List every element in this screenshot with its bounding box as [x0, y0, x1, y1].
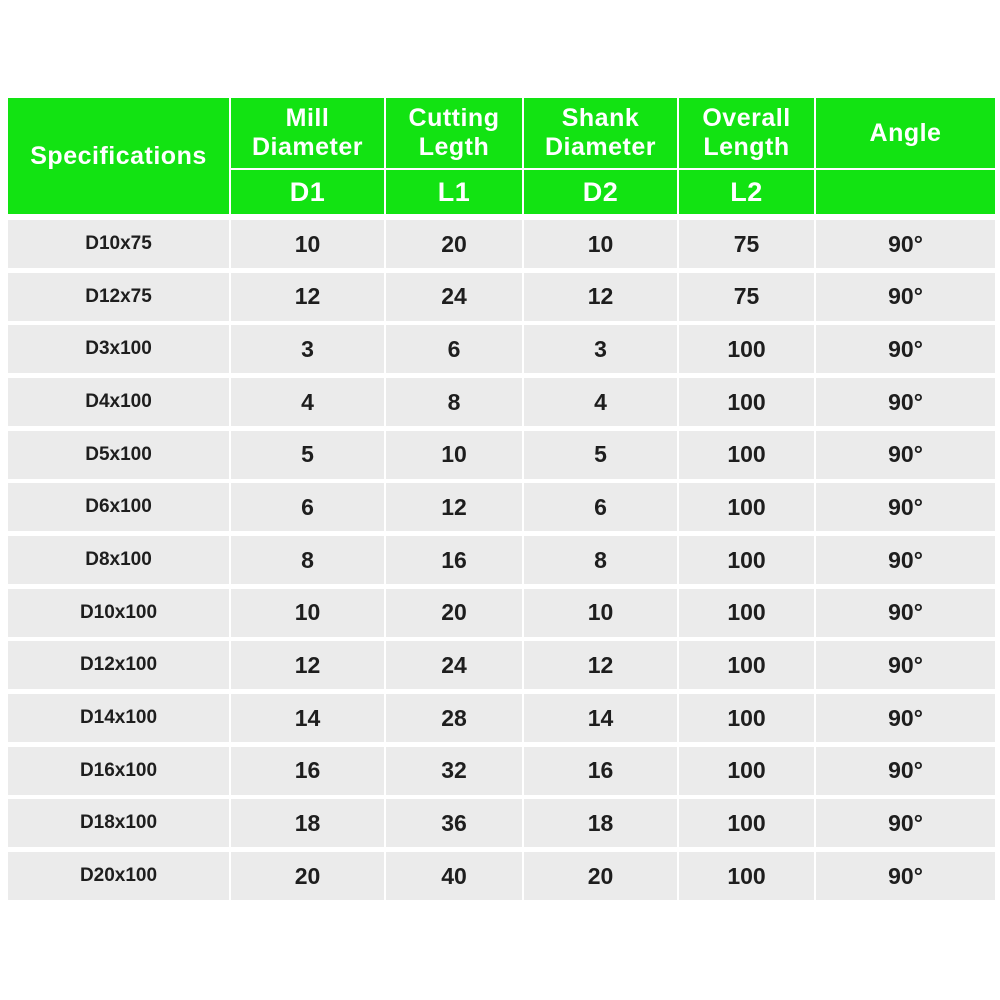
value-cell: 16: [231, 746, 384, 795]
value-cell: 100: [679, 536, 814, 584]
value-cell: 90°: [816, 799, 995, 848]
value-cell: 100: [679, 852, 814, 900]
value-cell: 75: [679, 272, 814, 321]
value-cell: 90°: [816, 641, 995, 690]
header-cell: Cutting Legth: [386, 98, 522, 168]
value-cell: 10: [524, 220, 677, 268]
value-cell: 100: [679, 483, 814, 532]
header-cell: Specifications: [8, 98, 229, 214]
spec-cell: D5x100: [8, 430, 229, 479]
spec-cell: D4x100: [8, 378, 229, 426]
value-cell: 20: [231, 852, 384, 900]
spec-cell: D3x100: [8, 325, 229, 374]
value-cell: 8: [231, 536, 384, 584]
header-cell: Angle: [816, 98, 995, 168]
value-cell: 20: [386, 220, 522, 268]
spec-cell: D12x75: [8, 272, 229, 321]
spec-cell: D14x100: [8, 694, 229, 742]
value-cell: 14: [524, 694, 677, 742]
value-cell: 100: [679, 430, 814, 479]
spec-cell: D10x75: [8, 220, 229, 268]
value-cell: 90°: [816, 483, 995, 532]
value-cell: 75: [679, 220, 814, 268]
value-cell: 24: [386, 272, 522, 321]
spec-cell: D8x100: [8, 536, 229, 584]
value-cell: 24: [386, 641, 522, 690]
value-cell: 90°: [816, 325, 995, 374]
value-cell: 12: [231, 641, 384, 690]
value-cell: 40: [386, 852, 522, 900]
spec-cell: D20x100: [8, 852, 229, 900]
value-cell: 4: [524, 378, 677, 426]
value-cell: 12: [524, 272, 677, 321]
value-cell: 90°: [816, 852, 995, 900]
value-cell: 12: [524, 641, 677, 690]
spec-cell: D6x100: [8, 483, 229, 532]
value-cell: 6: [524, 483, 677, 532]
value-cell: 20: [386, 588, 522, 637]
value-cell: 8: [524, 536, 677, 584]
value-cell: 6: [386, 325, 522, 374]
value-cell: 18: [524, 799, 677, 848]
value-cell: 90°: [816, 746, 995, 795]
value-cell: 90°: [816, 272, 995, 321]
header-cell: Mill Diameter: [231, 98, 384, 168]
value-cell: 3: [524, 325, 677, 374]
value-cell: 3: [231, 325, 384, 374]
spec-cell: D10x100: [8, 588, 229, 637]
header-symbol: [816, 170, 995, 214]
value-cell: 100: [679, 588, 814, 637]
spec-cell: D12x100: [8, 641, 229, 690]
value-cell: 4: [231, 378, 384, 426]
value-cell: 6: [231, 483, 384, 532]
spec-cell: D18x100: [8, 799, 229, 848]
value-cell: 10: [231, 220, 384, 268]
header-symbol: D2: [524, 170, 677, 214]
header-cell: Shank Diameter: [524, 98, 677, 168]
value-cell: 16: [386, 536, 522, 584]
value-cell: 32: [386, 746, 522, 795]
value-cell: 5: [524, 430, 677, 479]
value-cell: 8: [386, 378, 522, 426]
value-cell: 100: [679, 325, 814, 374]
value-cell: 90°: [816, 694, 995, 742]
value-cell: 90°: [816, 430, 995, 479]
value-cell: 20: [524, 852, 677, 900]
spec-cell: D16x100: [8, 746, 229, 795]
header-symbol: L2: [679, 170, 814, 214]
value-cell: 18: [231, 799, 384, 848]
value-cell: 12: [231, 272, 384, 321]
header-symbol: L1: [386, 170, 522, 214]
value-cell: 100: [679, 378, 814, 426]
value-cell: 100: [679, 641, 814, 690]
value-cell: 12: [386, 483, 522, 532]
value-cell: 14: [231, 694, 384, 742]
value-cell: 90°: [816, 588, 995, 637]
value-cell: 100: [679, 746, 814, 795]
value-cell: 100: [679, 799, 814, 848]
value-cell: 90°: [816, 536, 995, 584]
value-cell: 36: [386, 799, 522, 848]
value-cell: 90°: [816, 378, 995, 426]
value-cell: 5: [231, 430, 384, 479]
value-cell: 10: [386, 430, 522, 479]
value-cell: 10: [524, 588, 677, 637]
value-cell: 28: [386, 694, 522, 742]
value-cell: 90°: [816, 220, 995, 268]
header-cell: Overall Length: [679, 98, 814, 168]
value-cell: 10: [231, 588, 384, 637]
value-cell: 100: [679, 694, 814, 742]
header-symbol: D1: [231, 170, 384, 214]
value-cell: 16: [524, 746, 677, 795]
